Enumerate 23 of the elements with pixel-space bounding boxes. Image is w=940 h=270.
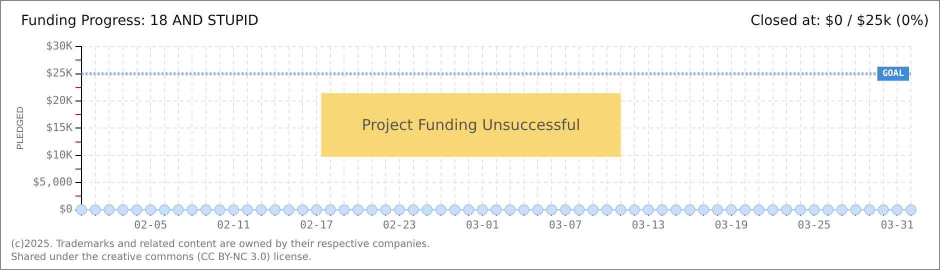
- chart-title: Funding Progress: 18 AND STUPID: [21, 13, 259, 29]
- x-tick-label: 03-13: [632, 218, 665, 232]
- text: Shared under the creative commons (CC BY-NC 3.0) license.: [11, 251, 313, 264]
- x-tick-label: 02-23: [382, 218, 416, 232]
- y-tick-label: $25K: [46, 66, 73, 80]
- y-axis-title: PLEDGED: [14, 106, 25, 150]
- x-tick-label: 03-31: [880, 218, 914, 232]
- x-tick-label: 03-19: [714, 218, 748, 232]
- x-tick-label: 02-17: [300, 218, 334, 232]
- y-tick-label: $20K: [46, 94, 73, 107]
- ref-line-label: GOAL: [882, 69, 905, 80]
- x-tick-label: 03-25: [798, 218, 831, 232]
- y-tick-label: $15K: [46, 121, 73, 134]
- y-tick-label: $10K: [46, 148, 73, 162]
- y-tick-label: $5,000: [32, 175, 73, 188]
- chart-subtitle: Closed at: $0 / $25k (0%): [750, 13, 929, 29]
- x-tick-label: 02-11: [217, 218, 250, 232]
- y-tick-label: $30K: [46, 39, 73, 52]
- y-tick-label: $0: [59, 202, 73, 216]
- text: (c)2025. Trademarks and related content are owned by their respective companies.: [11, 238, 430, 251]
- x-tick-label: 03-01: [466, 218, 500, 232]
- x-tick-label: 02-05: [134, 218, 168, 232]
- x-tick-label: 03-07: [548, 218, 582, 232]
